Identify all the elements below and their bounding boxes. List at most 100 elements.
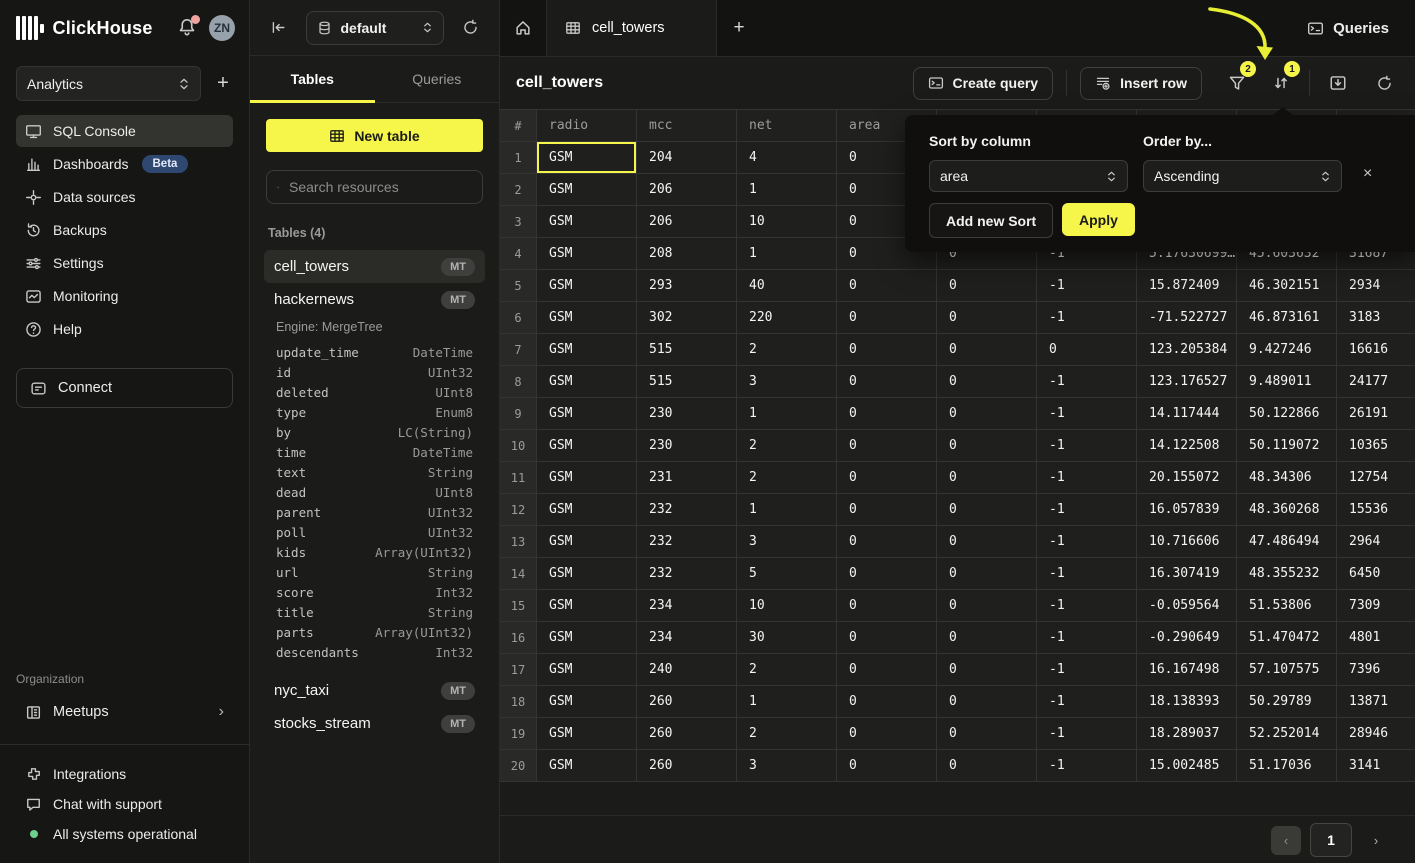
table-cell[interactable]: GSM (537, 142, 637, 174)
sidebar-item-backups[interactable]: Backups (16, 214, 233, 246)
table-cell[interactable]: -1 (1037, 686, 1137, 718)
table-cell[interactable]: 50.119072 (1237, 430, 1337, 462)
table-cell[interactable]: 10.716606 (1137, 526, 1237, 558)
table-cell[interactable]: 52.252014 (1237, 718, 1337, 750)
row-number[interactable]: 20 (500, 750, 537, 782)
table-cell[interactable]: 0 (937, 366, 1037, 398)
table-cell[interactable]: GSM (537, 686, 637, 718)
table-cell[interactable]: 0 (837, 334, 937, 366)
row-number[interactable]: 2 (500, 174, 537, 206)
table-cell[interactable]: 1 (737, 174, 837, 206)
table-cell[interactable]: 46.302151 (1237, 270, 1337, 302)
table-cell[interactable]: 3 (737, 366, 837, 398)
table-cell[interactable]: 7396 (1337, 654, 1415, 686)
table-cell[interactable]: 16.057839 (1137, 494, 1237, 526)
table-cell[interactable]: GSM (537, 494, 637, 526)
tab-tables[interactable]: Tables (290, 71, 334, 87)
table-cell[interactable]: 232 (637, 558, 737, 590)
table-cell[interactable]: 260 (637, 686, 737, 718)
table-cell[interactable]: 28946 (1337, 718, 1415, 750)
sidebar-item-integrations[interactable]: Integrations (16, 759, 233, 789)
table-cell[interactable]: 3 (737, 750, 837, 782)
create-query-button[interactable]: Create query (912, 66, 1054, 100)
table-cell[interactable]: 18.138393 (1137, 686, 1237, 718)
table-cell[interactable]: 51.470472 (1237, 622, 1337, 654)
table-cell[interactable]: GSM (537, 718, 637, 750)
tab-cell-towers[interactable]: cell_towers (547, 0, 717, 56)
table-cell[interactable]: GSM (537, 590, 637, 622)
row-number[interactable]: 10 (500, 430, 537, 462)
table-cell[interactable]: 9.489011 (1237, 366, 1337, 398)
table-cell[interactable]: -71.522727 (1137, 302, 1237, 334)
table-cell[interactable]: 7309 (1337, 590, 1415, 622)
order-by-select[interactable]: Ascending (1143, 160, 1342, 192)
table-cell[interactable]: GSM (537, 238, 637, 270)
prev-page-button[interactable]: ‹ (1271, 825, 1301, 855)
table-cell[interactable]: GSM (537, 334, 637, 366)
table-cell[interactable]: 515 (637, 366, 737, 398)
table-cell[interactable]: 0 (837, 302, 937, 334)
table-cell[interactable]: 230 (637, 430, 737, 462)
table-cell[interactable]: GSM (537, 270, 637, 302)
row-number[interactable]: 1 (500, 142, 537, 174)
table-cell[interactable]: 18.289037 (1137, 718, 1237, 750)
sidebar-item-all-systems-operational[interactable]: All systems operational (16, 819, 233, 849)
table-cell[interactable]: 0 (837, 654, 937, 686)
table-cell[interactable]: GSM (537, 302, 637, 334)
row-number[interactable]: 6 (500, 302, 537, 334)
table-cell[interactable]: 293 (637, 270, 737, 302)
table-cell[interactable]: 2934 (1337, 270, 1415, 302)
table-cell[interactable]: 5 (737, 558, 837, 590)
table-cell[interactable]: 3183 (1337, 302, 1415, 334)
table-cell[interactable]: 208 (637, 238, 737, 270)
table-cell[interactable]: 0 (837, 462, 937, 494)
table-cell[interactable]: -1 (1037, 494, 1137, 526)
table-cell[interactable]: -1 (1037, 558, 1137, 590)
row-number[interactable]: 5 (500, 270, 537, 302)
sort-button[interactable]: 1 (1266, 61, 1300, 98)
table-cell[interactable]: 10 (737, 206, 837, 238)
table-cell[interactable]: 15.002485 (1137, 750, 1237, 782)
table-cell[interactable]: 204 (637, 142, 737, 174)
table-cell[interactable]: 302 (637, 302, 737, 334)
table-cell[interactable]: 0 (837, 750, 937, 782)
table-cell[interactable]: 16616 (1337, 334, 1415, 366)
table-cell[interactable]: 4 (737, 142, 837, 174)
table-cell[interactable]: GSM (537, 622, 637, 654)
table-cell[interactable]: 0 (937, 622, 1037, 654)
next-page-button[interactable]: › (1373, 832, 1379, 848)
table-cell[interactable]: 1 (737, 398, 837, 430)
sidebar-item-monitoring[interactable]: Monitoring (16, 280, 233, 312)
table-cell[interactable]: -1 (1037, 302, 1137, 334)
table-cell[interactable]: 50.29789 (1237, 686, 1337, 718)
table-cell[interactable]: 240 (637, 654, 737, 686)
table-cell[interactable]: 0 (837, 686, 937, 718)
table-cell[interactable]: GSM (537, 366, 637, 398)
table-cell[interactable]: 13871 (1337, 686, 1415, 718)
table-cell[interactable]: -1 (1037, 718, 1137, 750)
table-cell[interactable]: 0 (837, 590, 937, 622)
table-cell[interactable]: 3141 (1337, 750, 1415, 782)
table-cell[interactable]: -0.290649 (1137, 622, 1237, 654)
table-cell[interactable]: 1 (737, 238, 837, 270)
user-avatar[interactable]: ZN (209, 15, 235, 41)
row-number[interactable]: 13 (500, 526, 537, 558)
table-cell[interactable]: 0 (837, 270, 937, 302)
table-cell[interactable]: 123.205384 (1137, 334, 1237, 366)
table-cell[interactable]: 206 (637, 206, 737, 238)
table-cell[interactable]: -1 (1037, 622, 1137, 654)
table-cell[interactable]: 10365 (1337, 430, 1415, 462)
insert-row-button[interactable]: Insert row (1080, 66, 1202, 100)
table-cell[interactable]: -1 (1037, 398, 1137, 430)
table-cell[interactable]: -1 (1037, 750, 1137, 782)
row-number[interactable]: 7 (500, 334, 537, 366)
table-cell[interactable]: 0 (937, 270, 1037, 302)
row-number[interactable]: 12 (500, 494, 537, 526)
table-cell[interactable]: GSM (537, 462, 637, 494)
filter-button[interactable]: 2 (1222, 61, 1256, 98)
refresh-button[interactable] (1369, 68, 1399, 98)
table-cell[interactable]: 2 (737, 718, 837, 750)
table-cell[interactable]: 50.122866 (1237, 398, 1337, 430)
table-cell[interactable]: GSM (537, 206, 637, 238)
table-cell[interactable]: 0 (937, 398, 1037, 430)
